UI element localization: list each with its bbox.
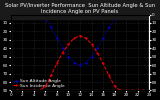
Sun Altitude Angle	[91, 56, 92, 57]
Sun Altitude Angle	[27, 14, 29, 15]
Sun Incidence Angle	[16, 90, 18, 91]
Sun Incidence Angle	[96, 52, 98, 53]
Sun Incidence Angle	[85, 38, 87, 39]
Sun Altitude Angle	[10, 14, 12, 15]
Sun Altitude Angle	[108, 27, 110, 28]
Sun Altitude Angle	[96, 48, 98, 49]
Legend: Sun Altitude Angle, Sun Incidence Angle: Sun Altitude Angle, Sun Incidence Angle	[13, 79, 65, 88]
Sun Altitude Angle	[50, 27, 52, 28]
Sun Altitude Angle	[33, 14, 35, 15]
Sun Altitude Angle	[125, 14, 127, 15]
Sun Incidence Angle	[68, 44, 69, 45]
Sun Altitude Angle	[68, 56, 69, 57]
Sun Incidence Angle	[56, 63, 58, 64]
Sun Altitude Angle	[85, 62, 87, 63]
Sun Incidence Angle	[102, 63, 104, 64]
Sun Incidence Angle	[73, 38, 75, 39]
Sun Incidence Angle	[39, 90, 41, 91]
Sun Incidence Angle	[114, 86, 116, 87]
Sun Incidence Angle	[21, 90, 23, 91]
Sun Altitude Angle	[119, 14, 121, 15]
Sun Altitude Angle	[79, 64, 81, 66]
Sun Incidence Angle	[131, 90, 133, 91]
Sun Altitude Angle	[16, 14, 18, 15]
Sun Incidence Angle	[108, 75, 110, 76]
Sun Incidence Angle	[137, 90, 139, 91]
Sun Altitude Angle	[44, 18, 46, 19]
Sun Incidence Angle	[79, 35, 81, 36]
Title: Solar PV/Inverter Performance  Sun Altitude Angle & Sun Incidence Angle on PV Pa: Solar PV/Inverter Performance Sun Altitu…	[5, 3, 155, 14]
Sun Altitude Angle	[114, 18, 116, 19]
Sun Altitude Angle	[39, 14, 41, 15]
Line: Sun Altitude Angle: Sun Altitude Angle	[10, 14, 150, 66]
Sun Incidence Angle	[50, 75, 52, 76]
Sun Incidence Angle	[148, 90, 150, 91]
Sun Altitude Angle	[73, 62, 75, 63]
Sun Altitude Angle	[56, 38, 58, 39]
Line: Sun Incidence Angle: Sun Incidence Angle	[10, 35, 150, 91]
Sun Incidence Angle	[10, 90, 12, 91]
Sun Altitude Angle	[21, 14, 23, 15]
Sun Altitude Angle	[62, 48, 64, 49]
Sun Altitude Angle	[131, 14, 133, 15]
Sun Incidence Angle	[33, 90, 35, 91]
Sun Incidence Angle	[44, 86, 46, 87]
Sun Incidence Angle	[125, 90, 127, 91]
Sun Altitude Angle	[102, 38, 104, 39]
Sun Altitude Angle	[142, 14, 144, 15]
Sun Altitude Angle	[137, 14, 139, 15]
Sun Incidence Angle	[27, 90, 29, 91]
Sun Incidence Angle	[91, 44, 92, 45]
Sun Altitude Angle	[148, 14, 150, 15]
Sun Incidence Angle	[142, 90, 144, 91]
Sun Incidence Angle	[119, 90, 121, 91]
Sun Incidence Angle	[62, 52, 64, 53]
